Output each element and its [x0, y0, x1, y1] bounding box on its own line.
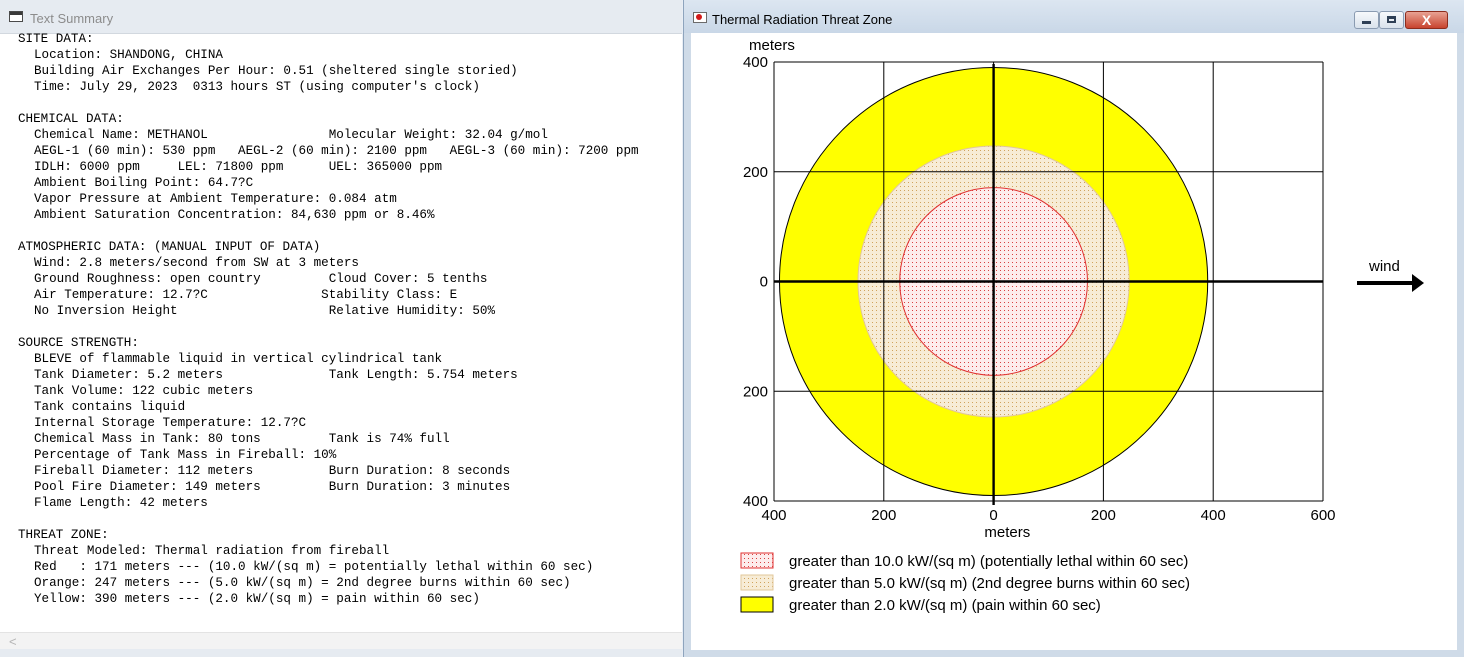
maximize-button[interactable] — [1379, 11, 1404, 29]
blank-line — [18, 319, 682, 335]
scroll-left-arrow-icon[interactable]: < — [9, 634, 17, 649]
summary-line: Flame Length: 42 meters — [34, 496, 208, 510]
summary-line: Ambient Saturation Concentration: 84,630… — [34, 208, 435, 222]
y-tick-label: 0 — [760, 274, 768, 291]
x-tick-label: 400 — [1201, 507, 1226, 524]
summary-line: Tank Volume: 122 cubic meters — [34, 384, 254, 398]
text-summary-window: Text Summary SITE DATA: Location: SHANDON… — [0, 0, 682, 657]
x-tick-label: 400 — [761, 507, 786, 524]
summary-line: Pool Fire Diameter: 149 meters Burn Dura… — [34, 480, 511, 494]
summary-line: Percentage of Tank Mass in Fireball: 10% — [34, 448, 337, 462]
y-tick-label: 400 — [743, 54, 768, 71]
summary-line: Vapor Pressure at Ambient Temperature: 0… — [34, 192, 397, 206]
threat-zone-plot-area: 400 200 0 200 400 600 400 200 0 200 400 meters meter… — [691, 33, 1457, 650]
wind-label: wind — [1368, 258, 1400, 275]
summary-line: Wind: 2.8 meters/second from SW at 3 met… — [34, 256, 359, 270]
y-axis-label: meters — [749, 37, 795, 54]
x-tick-label: 0 — [989, 507, 997, 524]
window-title: Text Summary — [30, 11, 114, 26]
minimize-icon — [1362, 21, 1371, 24]
blank-line — [18, 223, 682, 239]
legend-label: greater than 10.0 kW/(sq m) (potentially… — [789, 553, 1188, 570]
summary-line: Chemical Mass in Tank: 80 tons Tank is 7… — [34, 432, 450, 446]
blank-line — [18, 95, 682, 111]
legend-swatch-red — [740, 552, 774, 569]
summary-line: Air Temperature: 12.7?C Stability Class:… — [34, 288, 458, 302]
text-summary-titlebar[interactable]: Text Summary — [0, 0, 682, 34]
y-tick-label: 200 — [743, 383, 768, 400]
summary-line: Tank Diameter: 5.2 meters Tank Length: 5… — [34, 368, 518, 382]
y-tick-label: 400 — [743, 493, 768, 510]
window-app-icon — [9, 11, 23, 22]
summary-line: Building Air Exchanges Per Hour: 0.51 (s… — [34, 64, 518, 78]
section-heading: ATMOSPHERIC DATA: (MANUAL INPUT OF DATA) — [18, 240, 321, 254]
summary-line: Threat Modeled: Thermal radiation from f… — [34, 544, 390, 558]
summary-line: Red : 171 meters --- (10.0 kW/(sq m) = p… — [34, 560, 594, 574]
x-tick-label: 200 — [1091, 507, 1116, 524]
close-icon: X — [1421, 12, 1432, 28]
x-tick-label: 600 — [1310, 507, 1335, 524]
summary-line: Ambient Boiling Point: 64.7?C — [34, 176, 254, 190]
summary-line: Tank contains liquid — [34, 400, 186, 414]
summary-line: IDLH: 6000 ppm LEL: 71800 ppm UEL: 36500… — [34, 160, 443, 174]
section-heading: THREAT ZONE: — [18, 528, 109, 542]
summary-line: Location: SHANDONG, CHINA — [34, 48, 223, 62]
minimize-button[interactable] — [1354, 11, 1379, 29]
x-tick-label: 200 — [871, 507, 896, 524]
maximize-icon — [1387, 16, 1396, 23]
summary-line: Ground Roughness: open country Cloud Cov… — [34, 272, 488, 286]
x-axis-label: meters — [984, 524, 1030, 541]
window-app-icon — [693, 12, 707, 23]
summary-line: No Inversion Height Relative Humidity: 5… — [34, 304, 496, 318]
threat-zone-titlebar[interactable]: Thermal Radiation Threat Zone X — [684, 0, 1464, 33]
window-frame-bottom — [0, 649, 682, 657]
y-tick-label: 200 — [743, 164, 768, 181]
legend-swatch-yellow — [740, 596, 774, 613]
summary-line: BLEVE of flammable liquid in vertical cy… — [34, 352, 443, 366]
summary-line: Time: July 29, 2023 0313 hours ST (using… — [34, 80, 480, 94]
horizontal-scrollbar[interactable]: < — [0, 632, 682, 650]
summary-line: Orange: 247 meters --- (5.0 kW/(sq m) = … — [34, 576, 571, 590]
summary-line: Chemical Name: METHANOL Molecular Weight… — [34, 128, 548, 142]
wind-arrow-head-icon — [1412, 274, 1424, 292]
legend-label: greater than 5.0 kW/(sq m) (2nd degree b… — [789, 575, 1190, 592]
legend-swatch-orange — [740, 574, 774, 591]
threat-zone-chart: 400 200 0 200 400 6004002000200400metersmeter… — [740, 37, 1424, 614]
blank-line — [18, 511, 682, 527]
window-title: Thermal Radiation Threat Zone — [712, 12, 893, 27]
threat-zone-window: Thermal Radiation Threat Zone X 400 200 0 2… — [683, 0, 1464, 657]
summary-line: AEGL-1 (60 min): 530 ppm AEGL-2 (60 min)… — [34, 144, 639, 158]
summary-text: SITE DATA: Location: SHANDONG, CHINA Build… — [18, 31, 682, 607]
section-heading: SOURCE STRENGTH: — [18, 336, 139, 350]
section-heading: CHEMICAL DATA: — [18, 112, 124, 126]
close-button[interactable]: X — [1405, 11, 1448, 29]
legend-label: greater than 2.0 kW/(sq m) (pain within … — [789, 597, 1101, 614]
summary-line: Internal Storage Temperature: 12.7?C — [34, 416, 307, 430]
section-heading: SITE DATA: — [18, 32, 94, 46]
summary-line: Yellow: 390 meters --- (2.0 kW/(sq m) = … — [34, 592, 480, 606]
summary-line: Fireball Diameter: 112 meters Burn Durat… — [34, 464, 511, 478]
